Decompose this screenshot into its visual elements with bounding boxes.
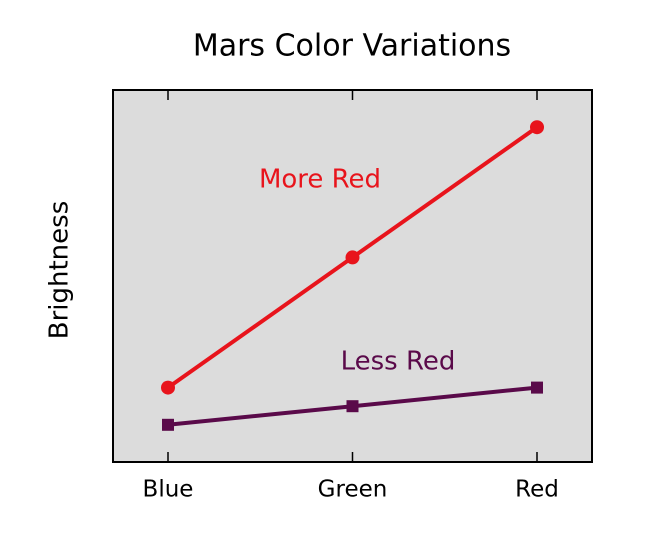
marker [161,380,175,395]
chart-title: Mars Color Variations [193,29,511,64]
marker [346,400,359,413]
x-tick-label: Blue [143,477,194,503]
marker [531,381,543,394]
series-label: More Red [259,165,381,195]
series-label: Less Red [341,347,456,377]
plot-area [112,89,593,463]
x-tick-label: Green [318,477,388,503]
marker [530,120,544,135]
x-tick-label: Red [515,477,559,503]
marker [345,250,360,265]
marker [162,418,174,431]
y-axis-label: Brightness [45,201,75,340]
